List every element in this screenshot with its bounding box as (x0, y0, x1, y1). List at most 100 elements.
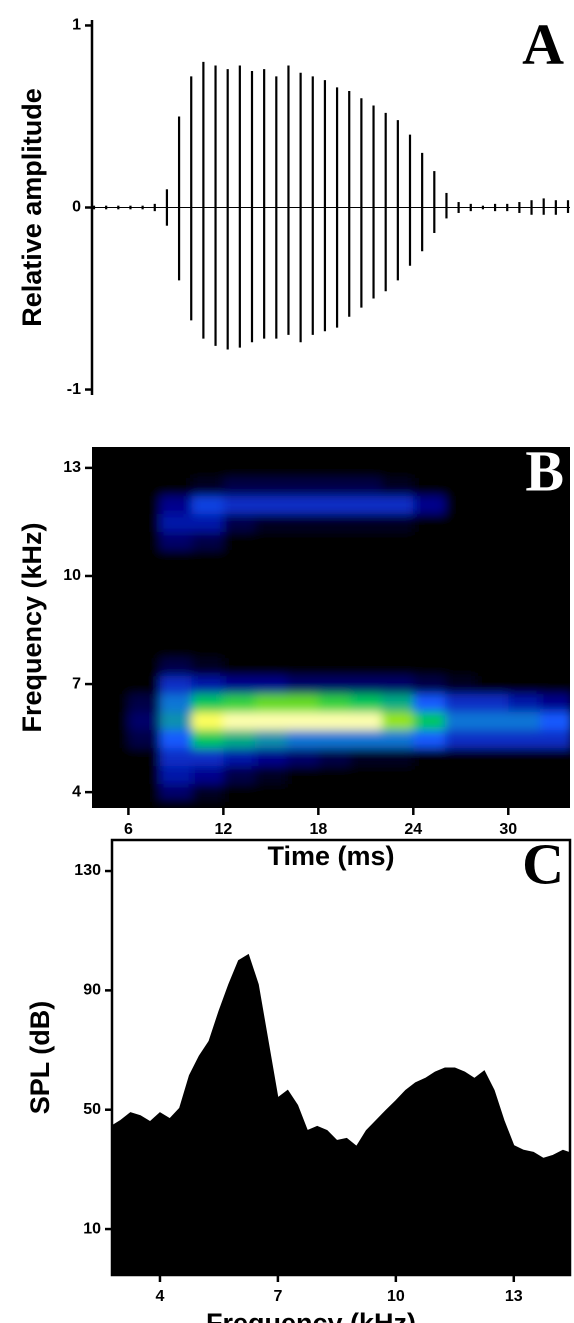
cell (381, 729, 415, 749)
cell (160, 639, 193, 659)
cell (539, 512, 570, 532)
cell (381, 711, 415, 731)
cell (96, 621, 130, 641)
cell (286, 783, 320, 803)
cell (413, 494, 446, 514)
cell (255, 657, 288, 677)
cell (318, 639, 351, 659)
cell (413, 765, 446, 785)
cell (444, 512, 478, 532)
cell (476, 783, 510, 803)
cell (508, 729, 541, 749)
cell (160, 675, 193, 695)
y-tick-label: 50 (83, 1101, 101, 1118)
cell (318, 566, 351, 586)
cell (349, 729, 383, 749)
cell (508, 476, 541, 496)
cell (255, 494, 288, 514)
cell (96, 584, 130, 605)
cell (508, 548, 541, 568)
cell (508, 783, 541, 803)
y-axis-title: Relative amplitude (17, 88, 47, 327)
cell (413, 621, 446, 641)
cell (476, 530, 510, 550)
cell (349, 765, 383, 785)
y-tick-label: 10 (83, 1220, 101, 1237)
cell (160, 458, 193, 478)
cell (286, 747, 320, 767)
cell (128, 530, 162, 550)
cell (191, 675, 225, 695)
cell (160, 711, 193, 731)
cell (318, 603, 351, 623)
cell (318, 711, 351, 731)
cell (191, 729, 225, 749)
cell (128, 476, 162, 496)
cell (255, 729, 288, 749)
cell (223, 711, 257, 731)
cell (508, 675, 541, 695)
cell (444, 603, 478, 623)
cell (508, 693, 541, 713)
y-tick-label: 1 (72, 17, 81, 34)
cell (96, 476, 130, 496)
cell (508, 711, 541, 731)
cell (539, 693, 570, 713)
cell (223, 566, 257, 586)
cell (160, 621, 193, 641)
cell (508, 765, 541, 785)
cell (160, 729, 193, 749)
x-tick-label: 4 (156, 1288, 165, 1305)
cell (349, 566, 383, 586)
cell (286, 621, 320, 641)
y-tick-label: 13 (63, 459, 81, 476)
cell (508, 566, 541, 586)
cell (508, 657, 541, 677)
y-tick-label: 4 (72, 783, 81, 800)
cell (508, 584, 541, 605)
cell (255, 675, 288, 695)
cell (286, 639, 320, 659)
cell (349, 693, 383, 713)
cell (444, 693, 478, 713)
panel-letter: C (522, 831, 564, 896)
x-tick-label: 30 (499, 821, 517, 838)
cell (128, 711, 162, 731)
cell (539, 458, 570, 478)
cell (318, 747, 351, 767)
cell (96, 639, 130, 659)
cell (349, 458, 383, 478)
cell (444, 548, 478, 568)
cell (508, 530, 541, 550)
cell (413, 476, 446, 496)
cell (349, 584, 383, 605)
cell (160, 657, 193, 677)
y-axis-title: SPL (dB) (25, 1001, 55, 1115)
cell (381, 458, 415, 478)
cell (286, 494, 320, 514)
cell (160, 494, 193, 514)
cell (508, 512, 541, 532)
cell (191, 603, 225, 623)
cell (381, 783, 415, 803)
cell (539, 603, 570, 623)
cell (96, 530, 130, 550)
x-tick-label: 13 (505, 1288, 523, 1305)
cell (508, 621, 541, 641)
cell (444, 783, 478, 803)
cell (476, 639, 510, 659)
cell (476, 675, 510, 695)
cell (96, 548, 130, 568)
x-tick-label: 12 (214, 821, 232, 838)
cell (539, 675, 570, 695)
cell (223, 494, 257, 514)
cell (476, 458, 510, 478)
cell (286, 566, 320, 586)
cell (160, 603, 193, 623)
cell (191, 711, 225, 731)
cell (539, 476, 570, 496)
cell (223, 621, 257, 641)
cell (476, 494, 510, 514)
cell (128, 657, 162, 677)
cell (476, 747, 510, 767)
